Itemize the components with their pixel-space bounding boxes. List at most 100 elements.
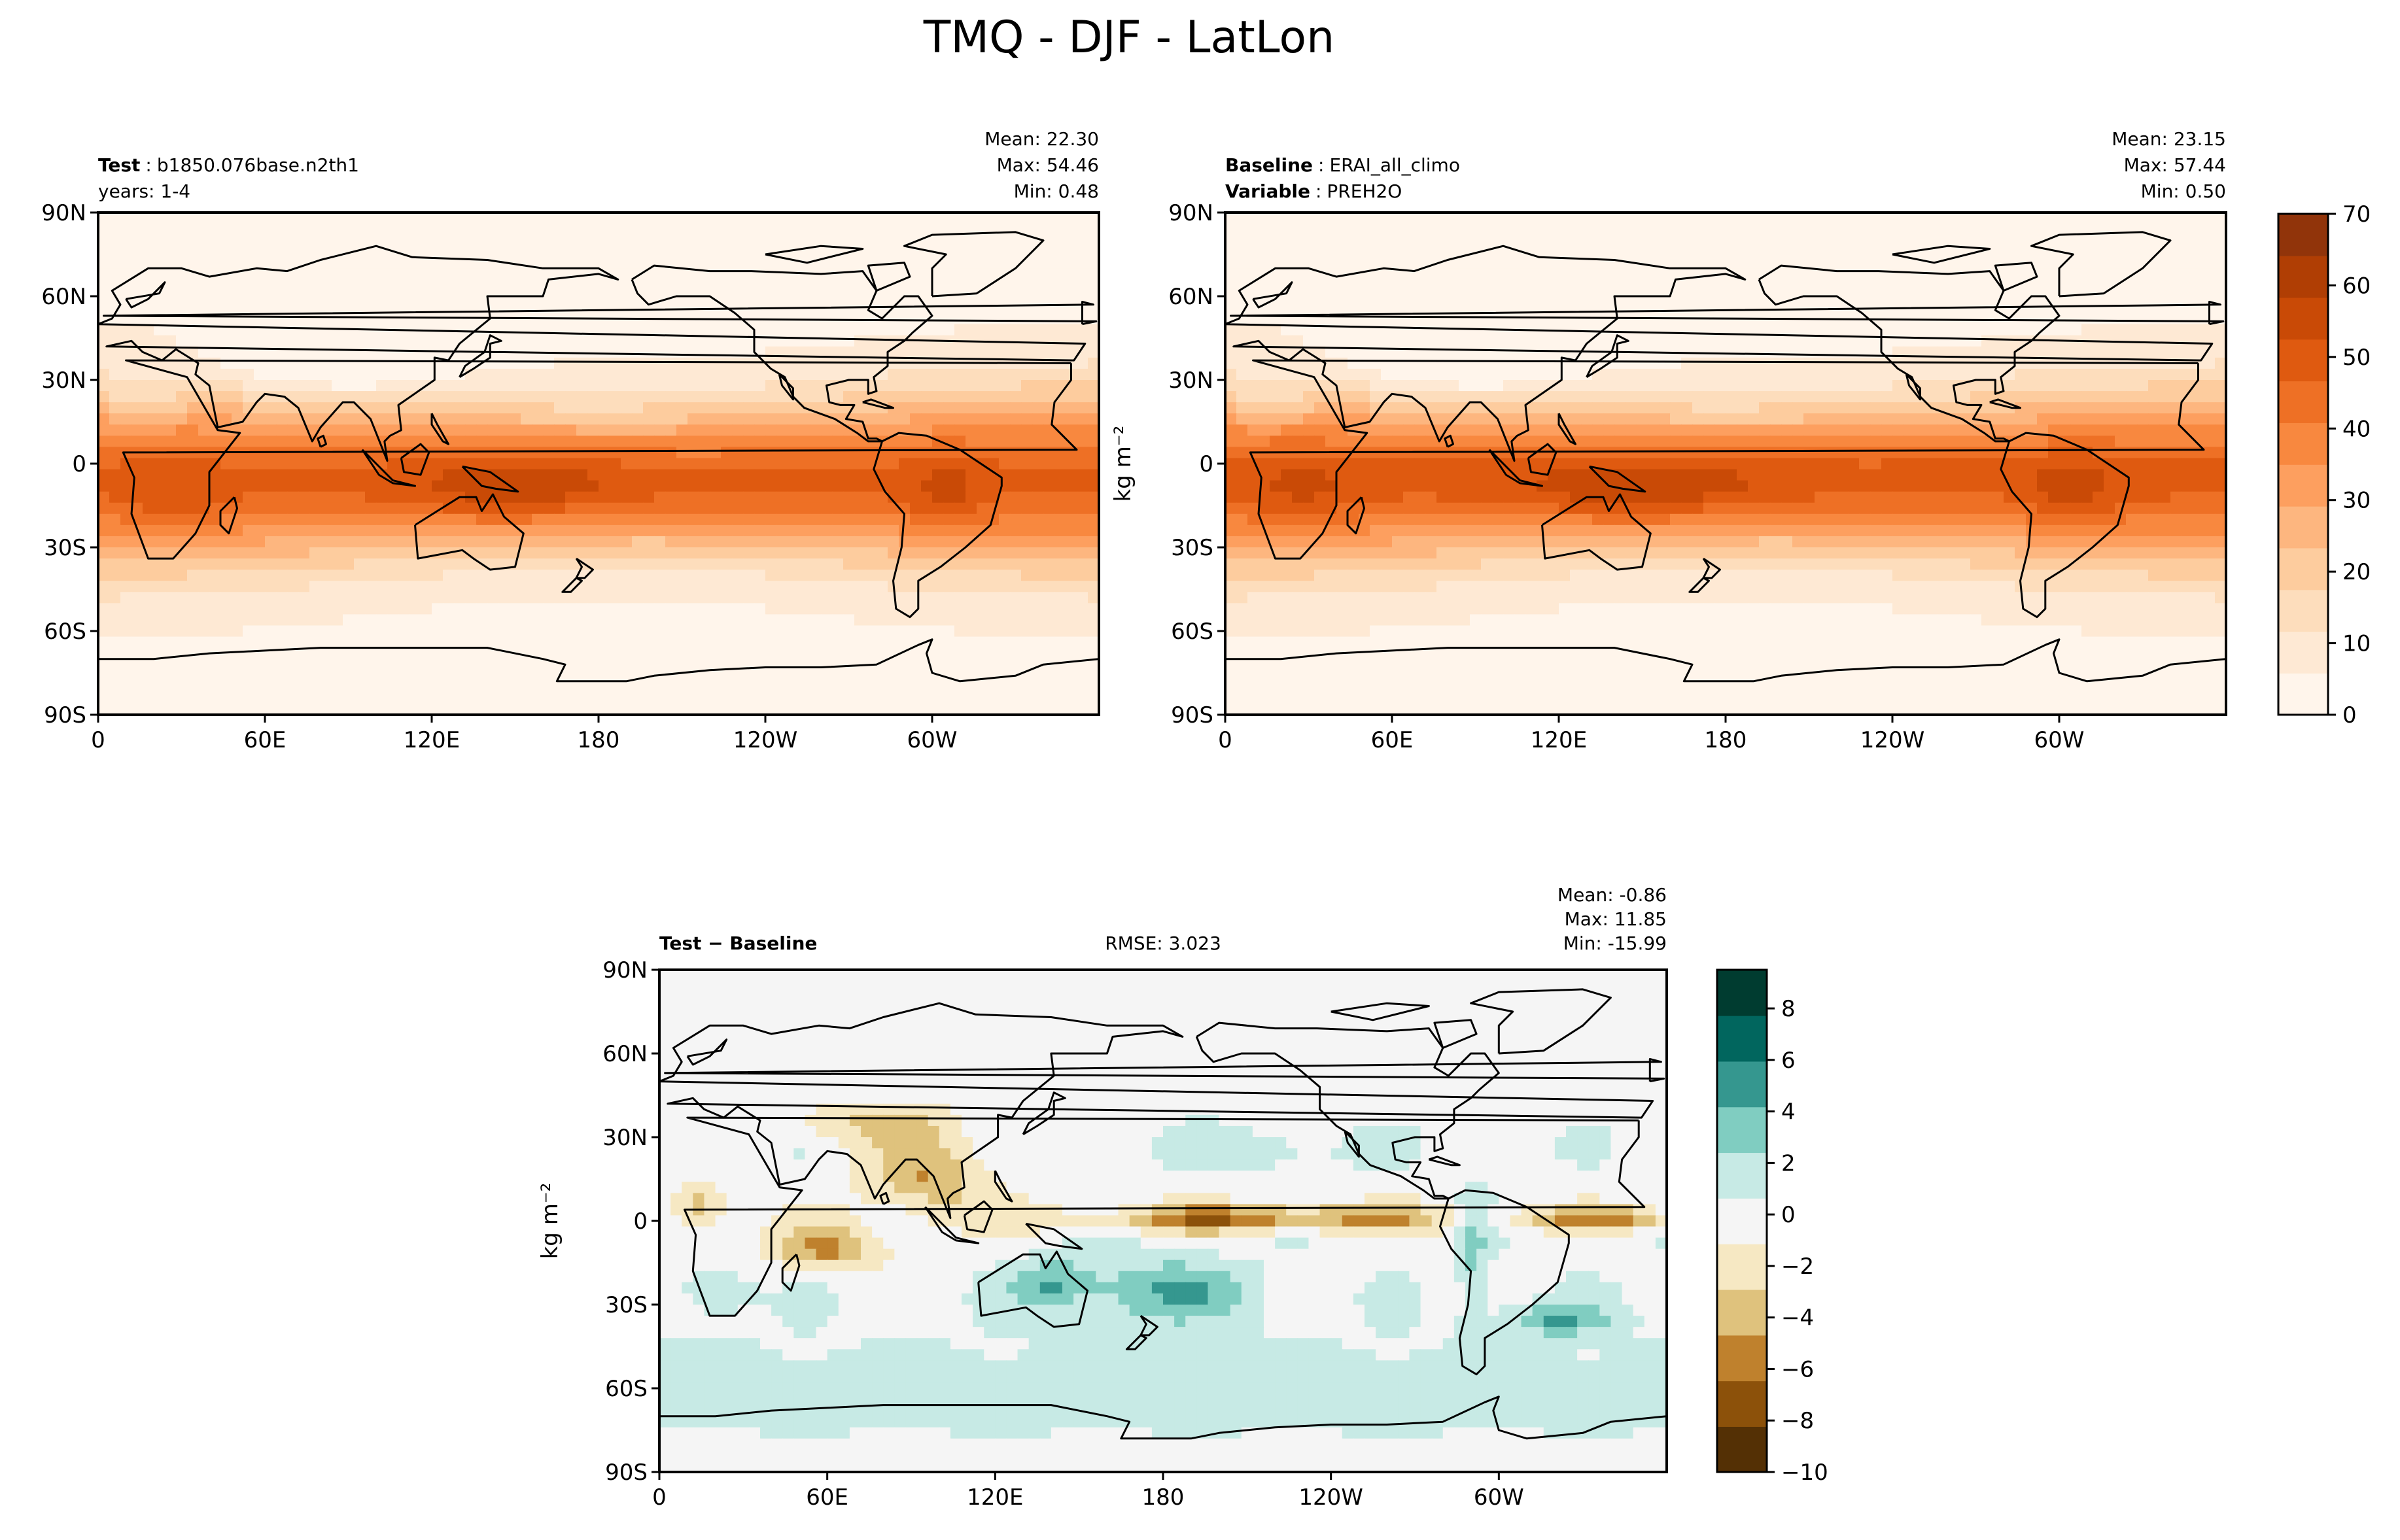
baseline-mean: Mean: 23.15 [2112,128,2226,150]
coastline [561,577,583,593]
x-tick-label: 180 [1142,1484,1185,1511]
y-tick-label: 60N [41,284,86,310]
y-tick-label: 90S [44,702,86,728]
coastline [765,245,864,264]
colorbar-swatch [2278,214,2328,256]
test-years: years: 1-4 [98,180,190,202]
x-tick-label: 180 [1705,727,1747,753]
colorbar-tick-label: −6 [1781,1356,1814,1382]
y-tick-label: 90N [602,957,648,984]
test-max: Max: 54.46 [997,154,1099,176]
coastline [361,449,416,487]
colorbar-tick-label: 4 [1781,1099,1796,1125]
coastline [122,359,1078,560]
x-tick-label: 120W [1298,1484,1363,1511]
coastline [1195,1021,1500,1200]
coastline [1688,577,1710,593]
colorbar-tick-label: 40 [2342,416,2371,442]
coastline [98,245,1087,462]
colorbar-swatch [1717,1106,1767,1154]
coastline [903,231,1045,298]
coastline [1346,496,1365,535]
coastline [1994,262,2038,292]
coastline [664,1058,1665,1083]
colorbar-tick-label: −4 [1781,1305,1814,1331]
colorbar-swatch [2278,547,2328,590]
colorbar-swatch [2278,422,2328,465]
baseline-label: Baseline: ERAI_all_climo [1225,154,1460,176]
coastline [778,373,794,401]
coastline [1702,557,1721,579]
coastline [684,1116,1646,1317]
test-map-panel: 0 60E 120E 180 120W 60W 90N 60N 30N 0 30S 60S 90S [41,200,1100,753]
coastline [1252,281,1293,309]
colorbar-swatch [2278,339,2328,382]
coastline [430,413,449,445]
coastline [1225,638,2226,683]
colorbar-frame [2277,213,2329,716]
baseline-map-panel: 0 60E 120E 180 120W 60W 90N 60N 30N 0 30S 60S 90S [1168,200,2227,753]
coastline [631,264,933,443]
coastline [1586,334,1629,378]
colorbar-swatch [1717,1198,1767,1244]
colorbar-tick-label: 6 [1781,1048,1796,1074]
y-tick-label: 0 [72,451,86,477]
coastline [994,1170,1013,1203]
coastline [963,1200,994,1233]
coastline [1439,1189,1570,1376]
colorbar-swatch [2278,631,2328,674]
colorbar-swatch [1717,1426,1767,1473]
colorbar-swatch [1717,1061,1767,1108]
figure-title: TMQ - DJF - LatLon [923,12,1334,63]
coastline [1230,301,2225,326]
x-tick-label: 60W [2034,727,2085,753]
coastline [1444,434,1454,448]
coastline [219,496,238,535]
baseline-min: Min: 0.50 [2141,180,2226,202]
y-tick-label: 60S [605,1376,648,1402]
coastline [1139,1314,1158,1337]
y-tick-label: 90S [1171,702,1213,728]
y-tick-label: 60N [602,1041,648,1067]
test-mean: Mean: 22.30 [984,128,1099,150]
coastline [1488,449,1543,487]
x-tick-label: 0 [1218,727,1232,753]
x-tick-label: 60W [1474,1484,1524,1511]
coastline [1905,373,1921,401]
coastline [659,1395,1667,1440]
coastlines [1225,231,2226,683]
y-tick-label: 90N [41,200,86,226]
y-tick-label: 90S [605,1460,648,1486]
y-tick-label: 60S [1171,619,1213,645]
colorbar-swatch [1717,1152,1767,1199]
x-tick-label: 120W [1860,727,1925,753]
coastline [1025,1222,1083,1250]
y-tick-label: 30S [44,535,86,561]
baseline-max: Max: 57.44 [2124,154,2226,176]
colorbar-tick-label: 10 [2342,631,2371,657]
coastline [924,1206,980,1244]
coastline [2030,231,2172,298]
coastline [1758,264,2061,443]
x-tick-label: 60E [806,1484,848,1511]
coastline [1249,359,2205,560]
colorbar-tick-label: 0 [2342,702,2357,728]
coastline [459,334,502,378]
colorbar-tick-label: 60 [2342,273,2371,299]
coastline [1022,1091,1066,1135]
coastline [862,398,894,409]
colorbar-swatch [1717,1335,1767,1382]
colorbar-swatch [2278,255,2328,298]
coastline [686,1038,728,1066]
coastline [1541,493,1652,571]
y-tick-label: 90N [1168,200,1213,226]
diff-mean: Mean: -0.86 [1557,884,1667,906]
coastline [1344,1131,1360,1158]
colorbar-tick-label: 8 [1781,996,1796,1022]
coastline [1588,465,1646,493]
test-label: Test: b1850.076base.n2th1 [98,154,359,176]
diff-label: Test − Baseline [659,933,817,954]
coastline [317,434,327,448]
y-tick-label: 0 [1199,451,1213,477]
